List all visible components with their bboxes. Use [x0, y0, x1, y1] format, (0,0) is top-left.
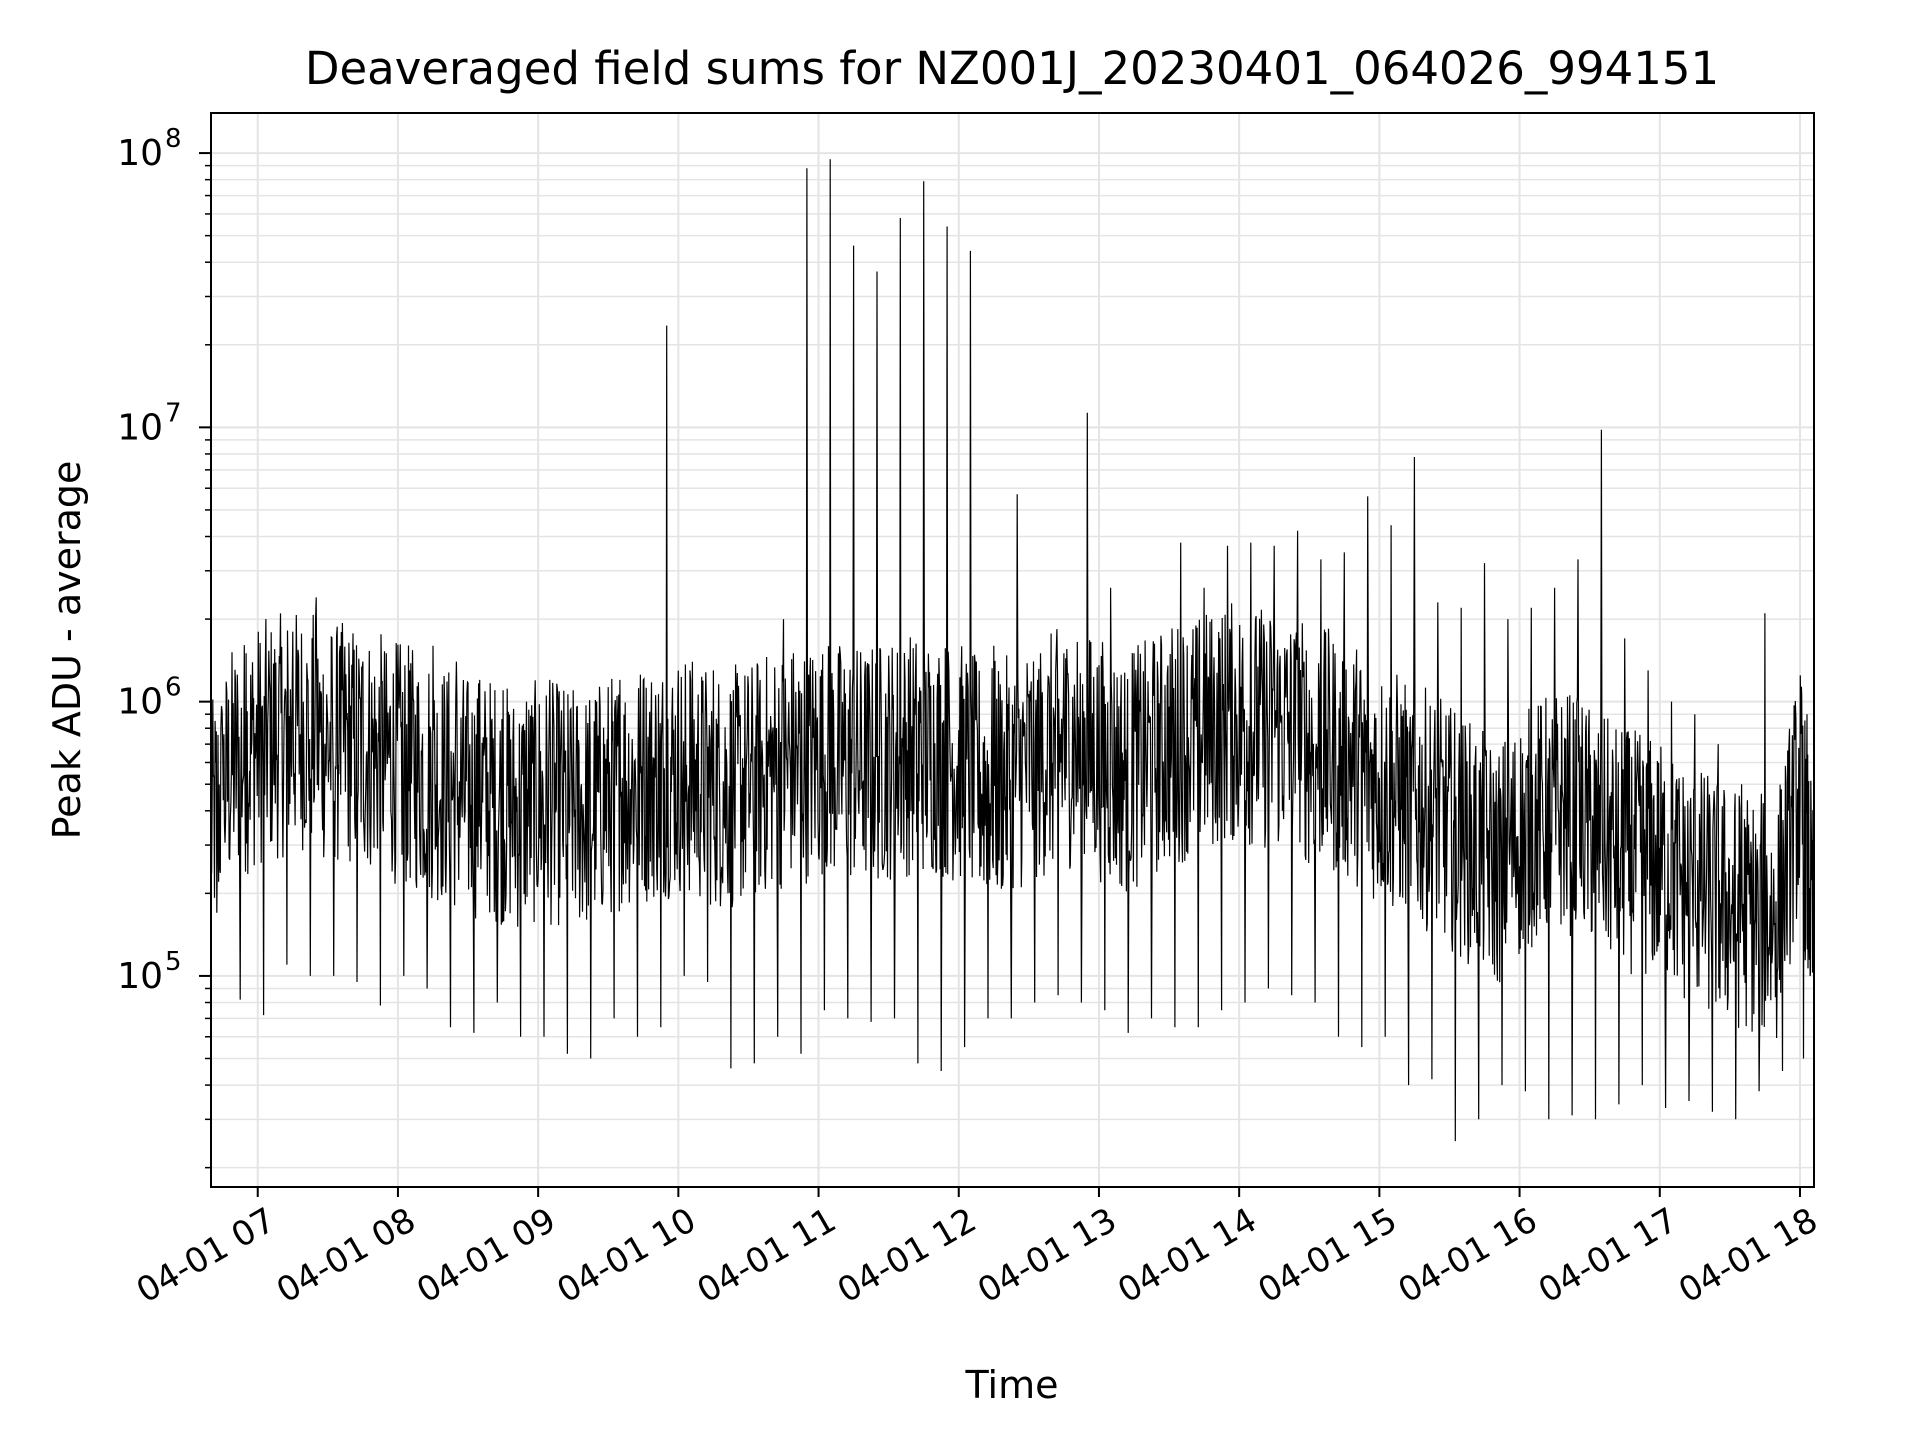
y-tick-label-exponent: 5: [165, 947, 182, 977]
y-axis-label: Peak ADU - average: [45, 461, 89, 840]
x-axis-label: Time: [965, 1363, 1059, 1407]
series-line: [210, 159, 1815, 1142]
y-tick-label: 10: [117, 407, 163, 448]
chart-title: Deaveraged field sums for NZ001J_2023040…: [305, 42, 1719, 95]
series-polyline: [210, 159, 1815, 1142]
y-tick-label-exponent: 7: [165, 398, 182, 428]
y-tick-label: 10: [117, 133, 163, 174]
y-tick-label: 10: [117, 682, 163, 723]
y-tick-label-exponent: 8: [165, 124, 182, 154]
y-tick-label-exponent: 6: [165, 673, 182, 703]
y-tick-label: 10: [117, 956, 163, 997]
plot-frame: [210, 112, 1815, 1188]
